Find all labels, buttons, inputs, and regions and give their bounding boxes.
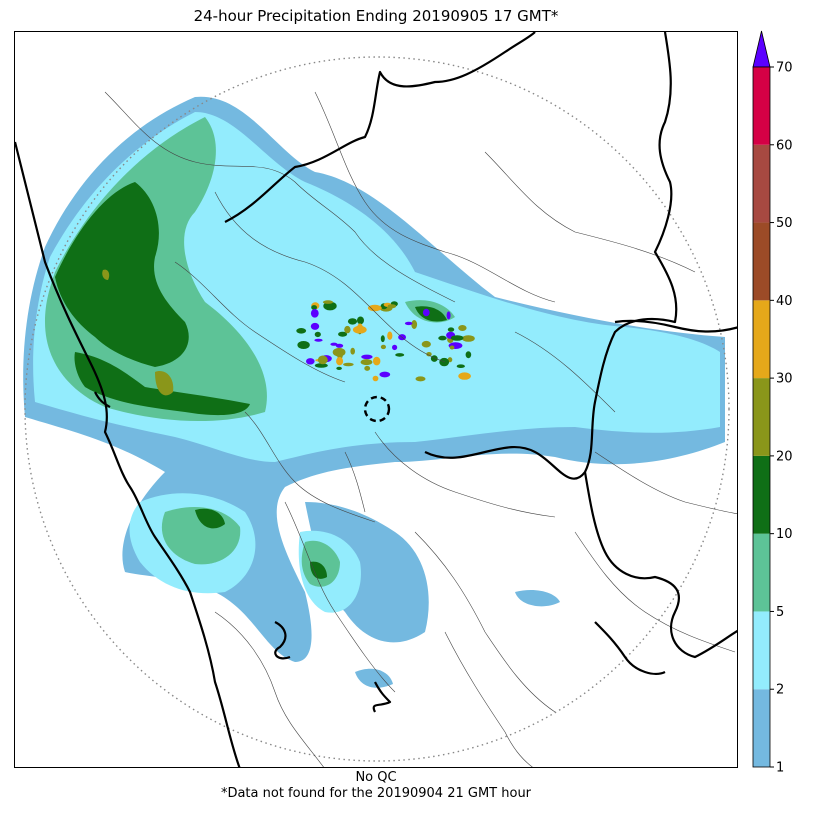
colorbar-tick-label: 20 — [776, 449, 793, 464]
colorbar-tick-label: 70 — [776, 61, 793, 76]
data-note: *Data not found for the 20190904 21 GMT … — [220, 786, 532, 801]
colorbar-segment — [753, 222, 770, 301]
convective-cell — [439, 357, 450, 367]
convective-cell — [332, 347, 346, 357]
colorbar: 1 2 5 10 20 30 40 50 60 70 — [752, 30, 793, 776]
colorbar-segment — [753, 533, 770, 612]
colorbar-segment — [753, 300, 770, 379]
convective-cell — [458, 372, 471, 380]
colorbar-segment — [753, 144, 770, 223]
convective-cell — [450, 335, 464, 341]
colorbar-tick-label: 5 — [776, 605, 784, 620]
convective-cell — [456, 364, 465, 369]
convective-cell — [447, 327, 455, 332]
range-ring — [24, 56, 730, 762]
convective-cell — [449, 345, 455, 350]
colorbar-segment — [753, 67, 770, 145]
convective-cell — [311, 305, 317, 310]
convective-cell — [465, 351, 472, 359]
convective-cell — [372, 375, 379, 382]
convective-cell — [296, 328, 307, 334]
convective-cell — [380, 335, 385, 343]
convective-cell — [462, 335, 475, 342]
colorbar-tick-label: 2 — [776, 683, 784, 698]
convective-cell — [395, 353, 405, 357]
precipitation-map-svg — [15, 32, 737, 767]
radar-map[interactable] — [14, 31, 738, 768]
convective-cells — [296, 300, 475, 382]
qc-label: No QC — [355, 770, 397, 785]
convective-cell — [426, 352, 432, 357]
convective-cell — [350, 347, 356, 355]
colorbar-tick-label: 10 — [776, 527, 793, 542]
colorbar-segment — [753, 455, 770, 534]
convective-cell — [336, 366, 342, 370]
colorbar-frame — [752, 66, 771, 768]
convective-cell — [344, 325, 351, 334]
convective-cell — [361, 354, 373, 360]
convective-cell — [392, 344, 398, 351]
colorbar-segment — [753, 611, 770, 690]
convective-cell — [438, 335, 447, 341]
precip-layer-heavy — [55, 182, 447, 579]
convective-cell — [347, 318, 358, 325]
convective-cell — [322, 300, 334, 304]
convective-cell — [458, 325, 467, 331]
convective-cell — [335, 343, 344, 348]
convective-cell — [330, 342, 338, 346]
convective-cell — [357, 316, 364, 325]
convective-cell — [404, 321, 413, 326]
convective-cell — [314, 331, 321, 338]
convective-cell — [338, 331, 348, 337]
convective-cell — [314, 338, 323, 342]
convective-cell — [352, 325, 367, 334]
colorbar-tick-label: 50 — [776, 216, 793, 231]
convective-cell — [317, 355, 328, 365]
colorbar-segment — [753, 689, 770, 767]
state-boundaries — [15, 32, 737, 767]
precip-layer-intense — [102, 269, 174, 396]
convective-cell — [364, 365, 371, 371]
convective-cell — [415, 376, 426, 382]
convective-cell — [297, 341, 310, 349]
convective-cell — [360, 359, 373, 366]
colorbar-tick-label: 60 — [776, 138, 793, 153]
colorbar-tick-label: 30 — [776, 372, 793, 387]
radar-site-circle — [363, 395, 391, 423]
convective-cell — [367, 304, 382, 312]
convective-cell — [306, 358, 315, 365]
chart-title: 24-hour Precipitation Ending 20190905 17… — [193, 7, 559, 25]
convective-cell — [421, 340, 431, 348]
convective-cell — [380, 344, 386, 350]
convective-cell — [373, 356, 381, 366]
colorbar-tick-label: 40 — [776, 294, 793, 309]
convective-cell — [387, 304, 397, 309]
colorbar-extend-triangle — [752, 30, 771, 68]
convective-cell — [411, 320, 418, 329]
colorbar-tick-label: 1 — [776, 761, 784, 776]
convective-cell — [336, 357, 344, 366]
convective-cell — [387, 331, 393, 340]
colorbar-segment — [753, 378, 770, 456]
convective-cell — [314, 363, 328, 368]
convective-cell — [310, 309, 319, 318]
convective-cell — [422, 308, 430, 317]
convective-cell — [343, 362, 354, 367]
convective-cell — [379, 371, 391, 378]
convective-cell — [446, 311, 451, 320]
convective-cell — [310, 322, 320, 330]
